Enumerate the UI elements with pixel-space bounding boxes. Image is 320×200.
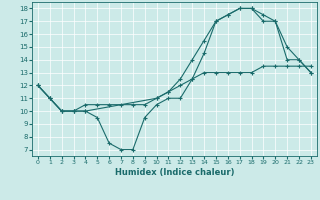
X-axis label: Humidex (Indice chaleur): Humidex (Indice chaleur) xyxy=(115,168,234,177)
